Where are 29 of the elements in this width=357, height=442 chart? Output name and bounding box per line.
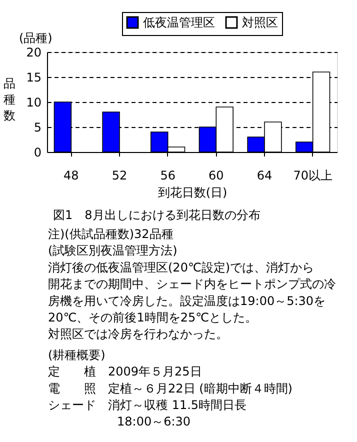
y-axis-title: 品種数 [4, 76, 16, 122]
x-axis-title: 到花日数(日) [158, 186, 228, 200]
x-tick-label: 52 [112, 168, 128, 182]
legend-label: 低夜温管理区 [143, 16, 215, 30]
x-tick-label: 48 [64, 168, 79, 182]
y-tick-label: 5 [34, 120, 42, 134]
text: 開花までの期間中、シェード内をヒートポンプ式の冷 [48, 277, 336, 292]
x-tick-label: 64 [256, 168, 272, 182]
text: 電 照 定植～６月22日 (暗期中断４時間) [48, 381, 292, 396]
y-tick-label: 10 [26, 96, 42, 110]
text: 対照区では冷房を行わなかった。 [48, 327, 228, 342]
text: 房機を用いて冷房した。設定温度は19:00～5:30を [48, 294, 326, 308]
x-tick-label: 70以上 [293, 168, 332, 182]
y-tick-label: 20 [26, 46, 42, 60]
text: 消灯後の低夜温管理区(20℃設定)では、消灯から [48, 260, 314, 274]
y-tick-label: 0 [34, 146, 42, 160]
text: (品種) [19, 31, 52, 45]
text: (試験区別夜温管理方法) [48, 244, 178, 258]
text: 注)(供試品種数)32品種 [48, 227, 174, 241]
text: 図1 8月出しにおける到花日数の分布 [53, 208, 260, 222]
text: (耕種概要) [48, 348, 106, 362]
x-tick-label: 60 [208, 168, 224, 182]
x-tick-label: 56 [160, 168, 176, 182]
text: シェード 消灯～収穫 11.5時間日長 [48, 398, 247, 412]
text: 20℃、その前後1時間を25℃とした。 [48, 310, 258, 324]
text: 定 植 2009年５月25日 [48, 364, 202, 379]
y-tick-label: 15 [26, 70, 42, 84]
text: 18:00～6:30 [117, 414, 191, 429]
legend-label: 対照区 [242, 16, 278, 30]
